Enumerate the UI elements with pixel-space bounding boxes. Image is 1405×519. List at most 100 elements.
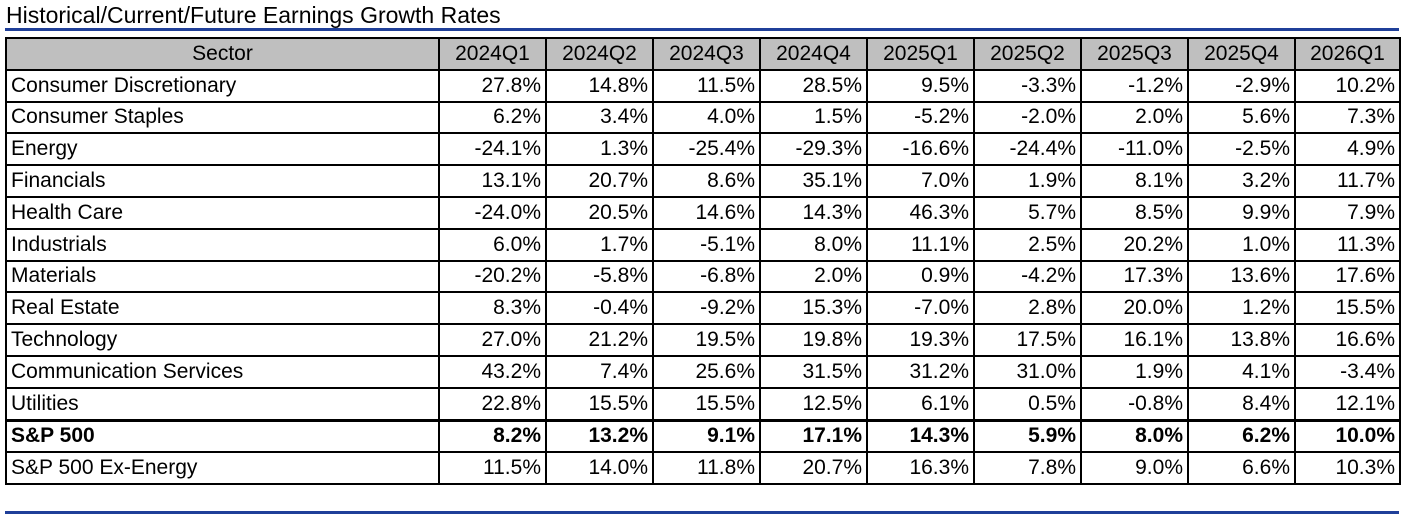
value-cell: 1.0% xyxy=(1187,227,1296,262)
column-header-sector: Sector xyxy=(5,37,440,71)
table-row: S&P 500 8.2% 13.2% 9.1% 17.1% 14.3% 5.9% 8.0% 6.… xyxy=(5,418,1401,454)
value-cell: -9.2% xyxy=(652,291,761,326)
value-cell: 14.3% xyxy=(759,195,868,230)
sector-cell: Communication Services xyxy=(5,354,440,389)
sector-cell: Energy xyxy=(5,132,440,167)
value-cell: 7.9% xyxy=(1294,195,1401,230)
value-cell: 7.8% xyxy=(973,451,1082,486)
value-cell: -2.0% xyxy=(973,100,1082,135)
value-cell: 1.7% xyxy=(545,227,654,262)
value-cell: -24.4% xyxy=(973,132,1082,167)
value-cell: 22.8% xyxy=(438,386,547,422)
value-cell: 14.8% xyxy=(545,68,654,103)
value-cell: 5.6% xyxy=(1187,100,1296,135)
value-cell: 8.3% xyxy=(438,291,547,326)
value-cell: 2.0% xyxy=(1080,100,1189,135)
value-cell: 46.3% xyxy=(866,195,975,230)
value-cell: 9.5% xyxy=(866,68,975,103)
value-cell: 20.7% xyxy=(759,451,868,486)
value-cell: 8.2% xyxy=(438,418,547,454)
value-cell: 31.2% xyxy=(866,354,975,389)
value-cell: 1.9% xyxy=(973,164,1082,198)
value-cell: 11.5% xyxy=(438,451,547,486)
value-cell: -5.2% xyxy=(866,100,975,135)
table-body: Consumer Discretionary 27.8% 14.8% 11.5% 28.… xyxy=(5,68,1401,486)
value-cell: 9.0% xyxy=(1080,451,1189,486)
value-cell: 19.3% xyxy=(866,323,975,357)
table-row: Real Estate 8.3% -0.4% -9.2% 15.3% -7.0% 2.8% 2… xyxy=(5,291,1401,326)
value-cell: 14.0% xyxy=(545,451,654,486)
value-cell: 21.2% xyxy=(545,323,654,357)
column-header: 2025Q4 xyxy=(1187,37,1296,71)
value-cell: -2.5% xyxy=(1187,132,1296,167)
value-cell: -24.1% xyxy=(438,132,547,167)
value-cell: -16.6% xyxy=(866,132,975,167)
sector-cell: Consumer Staples xyxy=(5,100,440,135)
value-cell: 10.0% xyxy=(1294,418,1401,454)
value-cell: 17.1% xyxy=(759,418,868,454)
value-cell: -2.9% xyxy=(1187,68,1296,103)
sector-cell: Real Estate xyxy=(5,291,440,326)
table-row: Consumer Discretionary 27.8% 14.8% 11.5% 28.… xyxy=(5,68,1401,103)
value-cell: 15.5% xyxy=(545,386,654,422)
value-cell: 10.3% xyxy=(1294,451,1401,486)
value-cell: 11.5% xyxy=(652,68,761,103)
table-row: Financials 13.1% 20.7% 8.6% 35.1% 7.0% 1.9% 8.1… xyxy=(5,164,1401,198)
column-header: 2024Q2 xyxy=(545,37,654,71)
value-cell: 4.1% xyxy=(1187,354,1296,389)
table-row: Technology 27.0% 21.2% 19.5% 19.8% 19.3% 17.5%… xyxy=(5,323,1401,357)
table-row: Materials -20.2% -5.8% -6.8% 2.0% 0.9% -4.2% 17… xyxy=(5,259,1401,294)
value-cell: 7.3% xyxy=(1294,100,1401,135)
value-cell: 13.2% xyxy=(545,418,654,454)
value-cell: -11.0% xyxy=(1080,132,1189,167)
value-cell: 0.5% xyxy=(973,386,1082,422)
value-cell: 12.1% xyxy=(1294,386,1401,422)
earnings-growth-table: Sector 2024Q1 2024Q2 2024Q3 2024Q4 2025Q1 2025… xyxy=(5,37,1401,486)
value-cell: -20.2% xyxy=(438,259,547,294)
page-title: Historical/Current/Future Earnings Growt… xyxy=(6,2,501,28)
value-cell: -5.1% xyxy=(652,227,761,262)
value-cell: 28.5% xyxy=(759,68,868,103)
value-cell: 3.4% xyxy=(545,100,654,135)
value-cell: 10.2% xyxy=(1294,68,1401,103)
value-cell: 15.5% xyxy=(652,386,761,422)
table-row: Energy -24.1% 1.3% -25.4% -29.3% -16.6% -24.4%… xyxy=(5,132,1401,167)
sector-cell: Consumer Discretionary xyxy=(5,68,440,103)
table-row: Utilities 22.8% 15.5% 15.5% 12.5% 6.1% 0.5% -0.… xyxy=(5,386,1401,422)
value-cell: 17.3% xyxy=(1080,259,1189,294)
value-cell: 20.2% xyxy=(1080,227,1189,262)
value-cell: 6.1% xyxy=(866,386,975,422)
value-cell: -3.4% xyxy=(1294,354,1401,389)
value-cell: -6.8% xyxy=(652,259,761,294)
value-cell: 35.1% xyxy=(759,164,868,198)
value-cell: 4.0% xyxy=(652,100,761,135)
value-cell: 27.0% xyxy=(438,323,547,357)
value-cell: 5.7% xyxy=(973,195,1082,230)
value-cell: 11.8% xyxy=(652,451,761,486)
sector-cell: Utilities xyxy=(5,386,440,422)
sector-cell: S&P 500 Ex-Energy xyxy=(5,451,440,486)
value-cell: 13.8% xyxy=(1187,323,1296,357)
value-cell: 2.5% xyxy=(973,227,1082,262)
value-cell: -0.4% xyxy=(545,291,654,326)
value-cell: 2.8% xyxy=(973,291,1082,326)
value-cell: -25.4% xyxy=(652,132,761,167)
table-row: Communication Services 43.2% 7.4% 25.6% 31.5… xyxy=(5,354,1401,389)
value-cell: 12.5% xyxy=(759,386,868,422)
value-cell: 31.0% xyxy=(973,354,1082,389)
value-cell: 8.1% xyxy=(1080,164,1189,198)
value-cell: 1.5% xyxy=(759,100,868,135)
value-cell: -7.0% xyxy=(866,291,975,326)
column-header: 2026Q1 xyxy=(1294,37,1401,71)
value-cell: 13.6% xyxy=(1187,259,1296,294)
top-rule xyxy=(5,28,1399,31)
value-cell: 20.5% xyxy=(545,195,654,230)
bottom-rule xyxy=(5,511,1399,514)
column-header: 2024Q4 xyxy=(759,37,868,71)
value-cell: 16.6% xyxy=(1294,323,1401,357)
sector-cell: Financials xyxy=(5,164,440,198)
value-cell: 6.0% xyxy=(438,227,547,262)
value-cell: 11.3% xyxy=(1294,227,1401,262)
value-cell: -0.8% xyxy=(1080,386,1189,422)
sector-cell: Technology xyxy=(5,323,440,357)
